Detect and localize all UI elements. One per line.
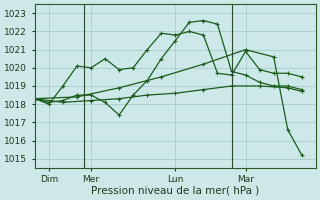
X-axis label: Pression niveau de la mer( hPa ): Pression niveau de la mer( hPa ) [91,186,260,196]
